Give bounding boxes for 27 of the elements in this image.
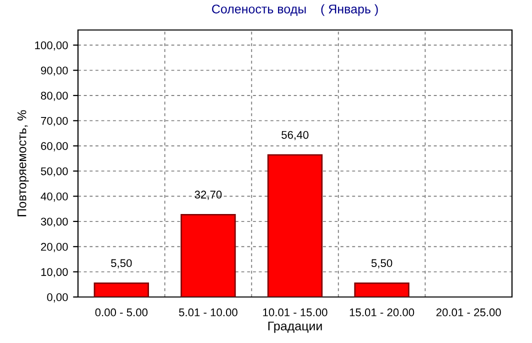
x-tick-label: 10.01 - 15.00 [263, 308, 328, 316]
x-tick-label: 0.00 - 5.00 [95, 308, 148, 316]
bar [354, 282, 410, 297]
x-tick-label: 20.01 - 25.00 [436, 308, 501, 316]
data-label: 5,50 [111, 259, 132, 268]
y-tick-label: 50,00 [40, 167, 68, 177]
y-tick-label: 100,00 [35, 41, 68, 51]
y-tick-label: 80,00 [40, 92, 68, 101]
x-axis-title: Градации [268, 322, 322, 333]
bar [94, 282, 150, 297]
x-tick-label: 15.01 - 20.00 [350, 308, 414, 316]
data-label: 32,70 [194, 190, 222, 200]
y-tick-label: 60,00 [41, 142, 68, 152]
y-tick-label: 0,00 [47, 293, 68, 302]
y-tick-label: 90,00 [40, 66, 68, 76]
y-tick-label: 70,00 [41, 116, 68, 126]
y-tick-label: 20,00 [41, 242, 68, 252]
x-tick-label: 5.01 - 10.00 [178, 308, 238, 316]
chart-title: Соленость воды ( Январь ) [212, 4, 378, 16]
y-tick-label: 40,00 [40, 192, 68, 202]
y-axis-title: Повторяемость, % [17, 110, 29, 216]
bar [267, 154, 323, 297]
bar [180, 214, 236, 297]
data-label: 5,50 [371, 259, 392, 268]
y-tick-label: 10,00 [41, 268, 68, 278]
y-tick-label: 30,00 [40, 218, 68, 227]
data-label: 56,40 [282, 130, 308, 140]
